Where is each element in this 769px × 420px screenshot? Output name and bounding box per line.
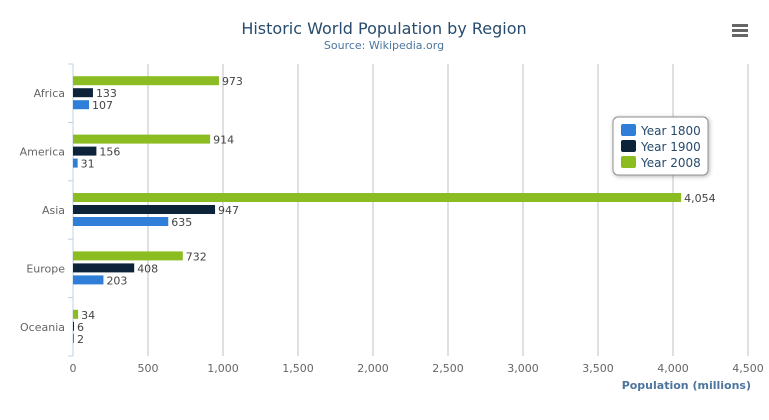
axis-title: Population (millions) [622, 379, 751, 392]
legend-item[interactable]: Year 1900 [640, 140, 701, 154]
data-label: 4,054 [684, 192, 716, 205]
category-label: Europe [26, 262, 65, 275]
data-label: 6 [77, 321, 84, 334]
legend-swatch[interactable] [621, 156, 636, 168]
hamburger-menu-icon[interactable] [726, 18, 754, 42]
legend-swatch[interactable] [621, 140, 636, 152]
data-label: 156 [99, 146, 120, 159]
data-label: 2 [77, 333, 84, 346]
bar-year-2008[interactable] [73, 309, 79, 319]
legend: Year 1800 Year 1900 Year 2008 [612, 116, 709, 176]
x-tick-label: 4,000 [657, 362, 689, 375]
x-tick-label: 0 [70, 362, 77, 375]
bar-year-2008[interactable] [73, 134, 211, 144]
x-tick-label: 1,500 [282, 362, 314, 375]
bar-year-1900[interactable] [73, 146, 97, 156]
data-label: 133 [96, 87, 117, 100]
x-tick-label: 3,000 [507, 362, 539, 375]
data-label: 107 [92, 99, 113, 112]
legend-item[interactable]: Year 1800 [640, 124, 701, 138]
bar-year-1900[interactable] [73, 263, 135, 273]
bar-year-2008[interactable] [73, 193, 682, 202]
bar-year-1800[interactable] [73, 275, 104, 285]
gridlines [147, 64, 749, 356]
data-label: 947 [218, 204, 239, 217]
bar-year-1900[interactable] [73, 205, 216, 214]
x-tick-label: 4,500 [732, 362, 764, 375]
chart-title: Historic World Population by Region [241, 19, 526, 38]
bar-year-1800[interactable] [73, 333, 74, 343]
data-label: 914 [213, 134, 234, 147]
category-label: Asia [42, 204, 65, 217]
bar-year-1900[interactable] [73, 88, 93, 98]
legend-swatch[interactable] [621, 124, 636, 136]
bar-year-1800[interactable] [73, 158, 78, 168]
data-label: 732 [186, 250, 207, 263]
data-label: 408 [137, 262, 158, 275]
x-tick-label: 2,500 [432, 362, 464, 375]
category-label: Oceania [20, 321, 65, 334]
bar-year-2008[interactable] [73, 251, 183, 261]
bar-year-1800[interactable] [73, 100, 90, 110]
bar-year-1800[interactable] [73, 217, 169, 226]
data-label: 203 [106, 274, 127, 287]
chart-subtitle: Source: Wikipedia.org [324, 39, 444, 52]
x-tick-label: 2,000 [357, 362, 389, 375]
bar-year-2008[interactable] [73, 76, 219, 86]
data-label: 34 [81, 309, 95, 322]
category-label: Africa [34, 87, 65, 100]
bar-year-1900[interactable] [73, 321, 74, 331]
data-label: 31 [81, 158, 95, 171]
data-label: 973 [222, 75, 243, 88]
x-tick-label: 500 [138, 362, 159, 375]
x-tick-label: 1,000 [207, 362, 239, 375]
x-tick-label: 3,500 [582, 362, 614, 375]
category-label: America [20, 146, 65, 159]
data-label: 635 [171, 216, 192, 229]
legend-item[interactable]: Year 2008 [640, 156, 701, 170]
